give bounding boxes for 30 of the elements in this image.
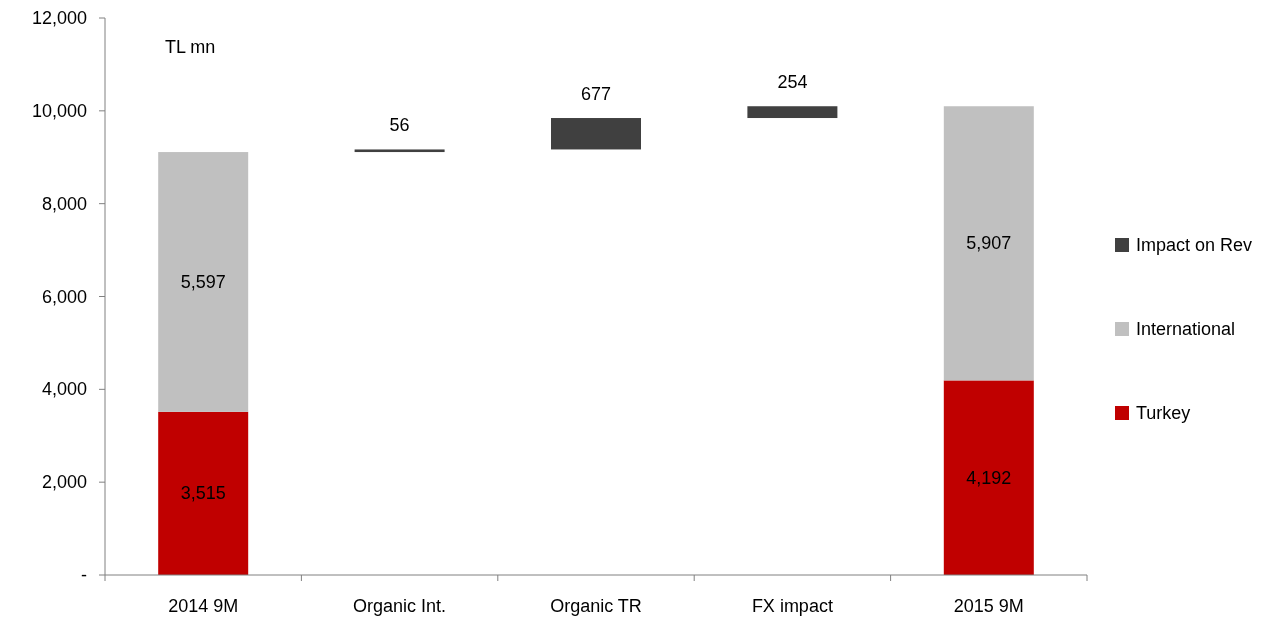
x-tick-label: 2015 9M: [953, 596, 1024, 616]
y-tick-label: 8,000: [41, 193, 87, 214]
x-tick-label: Organic Int.: [353, 596, 447, 616]
data-label: 5,597: [180, 271, 226, 292]
y-tick-label: 6,000: [41, 286, 87, 307]
legend-label: Impact on Rev: [1136, 235, 1253, 255]
data-label: 677: [580, 84, 612, 105]
data-label: 254: [777, 72, 808, 93]
data-label: 56: [389, 115, 410, 136]
y-tick-label: 4,000: [41, 379, 87, 400]
bar: [551, 118, 641, 150]
legend-label: International: [1136, 319, 1236, 339]
bar: [943, 106, 1034, 381]
y-tick-label: 10,000: [31, 100, 87, 121]
data-label: 5,907: [966, 233, 1012, 254]
y-tick-label: 2,000: [41, 472, 87, 493]
bar: [158, 152, 249, 412]
y-tick-label: -: [81, 565, 87, 585]
data-label: 4,192: [966, 467, 1012, 488]
annotation: TL mn: [165, 37, 216, 57]
x-tick-label: 2014 9M: [168, 596, 239, 616]
x-tick-label: Organic TR: [550, 596, 642, 616]
bar: [943, 380, 1034, 575]
x-tick-label: FX impact: [751, 596, 833, 616]
bar: [747, 106, 838, 119]
y-tick-label: 12,000: [31, 8, 87, 28]
bar: [354, 149, 445, 153]
legend-label: Turkey: [1136, 403, 1191, 423]
data-label: 3,515: [180, 483, 226, 504]
bar: [158, 411, 249, 575]
